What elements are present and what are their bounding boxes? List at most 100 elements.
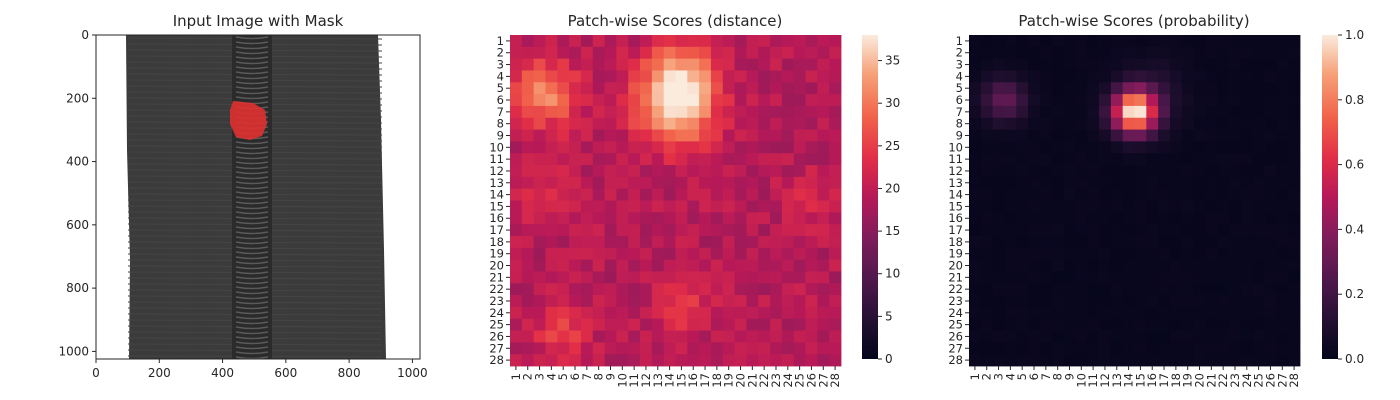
zipper-tooth: [235, 41, 269, 45]
zipper-tooth: [235, 46, 269, 50]
distance-cell: [604, 342, 617, 355]
probability-cell: [1205, 70, 1218, 83]
probability-cell: [1028, 295, 1041, 308]
distance-cell: [781, 235, 795, 249]
probability-cell: [1016, 82, 1029, 95]
probability-cell: [969, 46, 982, 60]
probability-cell: [992, 212, 1005, 225]
distance-cell: [758, 318, 771, 331]
distance-cell: [687, 141, 700, 154]
distance-cell: [734, 342, 747, 355]
distance-cell: [722, 306, 736, 320]
distance-cell: [616, 271, 629, 284]
distance-cell: [592, 58, 605, 71]
distance-cell: [817, 283, 830, 296]
distance-cell: [770, 58, 783, 71]
probability-cell: [980, 129, 994, 142]
probability-cell: [1217, 58, 1230, 71]
distance-cell: [569, 58, 582, 71]
probability-cell: [1004, 35, 1017, 48]
probability-cell: [1158, 70, 1171, 83]
probability-cell: [1252, 58, 1265, 71]
probability-cell: [1110, 235, 1124, 249]
distance-cell: [640, 271, 653, 284]
probability-cell: [980, 105, 994, 119]
probability-cell: [1252, 306, 1265, 320]
distance-cell: [628, 117, 641, 130]
distance-cell: [580, 117, 594, 130]
distance-cell: [628, 153, 641, 166]
probability-cell: [1288, 212, 1301, 225]
distance-cell: [722, 70, 736, 83]
distance-cell: [734, 188, 747, 201]
distance-cell: [675, 354, 688, 367]
probability-cell: [1193, 295, 1206, 308]
distance-cell: [604, 165, 617, 178]
distance-cell: [580, 165, 594, 178]
distance-cell: [651, 224, 665, 237]
defect-mask: [230, 101, 267, 140]
probability-cell: [992, 105, 1005, 119]
distance-cell: [628, 94, 641, 107]
distance-cell: [758, 141, 771, 154]
probability-cell: [1016, 129, 1029, 142]
probability-cell: [1240, 176, 1254, 190]
distance-cell: [746, 212, 759, 225]
distance-cell: [699, 318, 712, 331]
probability-cell: [1075, 224, 1088, 237]
distance-x-tick-label: 12: [639, 373, 653, 388]
probability-cell: [1205, 35, 1218, 48]
distance-x-tick-label: 18: [710, 373, 724, 388]
probability-cell: [1028, 129, 1041, 142]
probability-cell: [1217, 354, 1230, 367]
distance-cell: [770, 117, 783, 130]
probability-cell: [1122, 318, 1135, 331]
probability-cell: [1264, 117, 1277, 130]
distance-cell: [687, 200, 700, 213]
distance-cell: [628, 176, 641, 190]
image-x-tick-label: 800: [338, 366, 361, 380]
distance-y-tick-label: 24: [489, 306, 504, 320]
distance-cell: [569, 82, 582, 95]
probability-cell: [1205, 259, 1218, 272]
probability-cell: [1158, 117, 1171, 130]
distance-cell: [510, 82, 523, 95]
probability-cell: [1217, 105, 1230, 119]
probability-cell: [1063, 129, 1076, 142]
probability-cell: [1158, 200, 1171, 213]
probability-cell: [1252, 235, 1265, 249]
image-x-axis: 0 200 400 600 800 1000: [92, 359, 428, 380]
distance-cell: [663, 224, 676, 237]
probability-cell: [1193, 46, 1206, 60]
distance-cell: [675, 35, 688, 48]
distance-cell: [640, 212, 653, 225]
distance-cell: [510, 153, 523, 166]
distance-cell: [604, 200, 617, 213]
probability-cell: [1087, 141, 1100, 154]
probability-cell: [1276, 117, 1289, 130]
probability-cell: [1217, 117, 1230, 130]
distance-cell: [817, 271, 830, 284]
probability-cell: [992, 200, 1005, 213]
probability-cell: [1276, 70, 1289, 83]
distance-cell: [722, 176, 736, 190]
probability-cell: [1181, 295, 1195, 308]
distance-cell: [710, 94, 724, 107]
probability-cell: [1063, 141, 1076, 154]
probability-cell: [1051, 306, 1064, 320]
probability-cell: [1110, 283, 1124, 296]
distance-cell: [829, 70, 842, 83]
distance-cell: [545, 318, 558, 331]
distance-cell: [710, 283, 724, 296]
probability-cell: [1229, 354, 1242, 367]
probability-cell: [1028, 259, 1041, 272]
distance-cell: [628, 283, 641, 296]
probability-y-tick-label: 24: [948, 306, 963, 320]
distance-y-tick-label: 15: [489, 199, 504, 213]
probability-cell: [1229, 306, 1242, 320]
probability-y-tick-label: 16: [948, 211, 963, 225]
probability-x-tick-label: 8: [1051, 373, 1065, 380]
distance-cell: [628, 318, 641, 331]
distance-cell: [805, 153, 818, 166]
